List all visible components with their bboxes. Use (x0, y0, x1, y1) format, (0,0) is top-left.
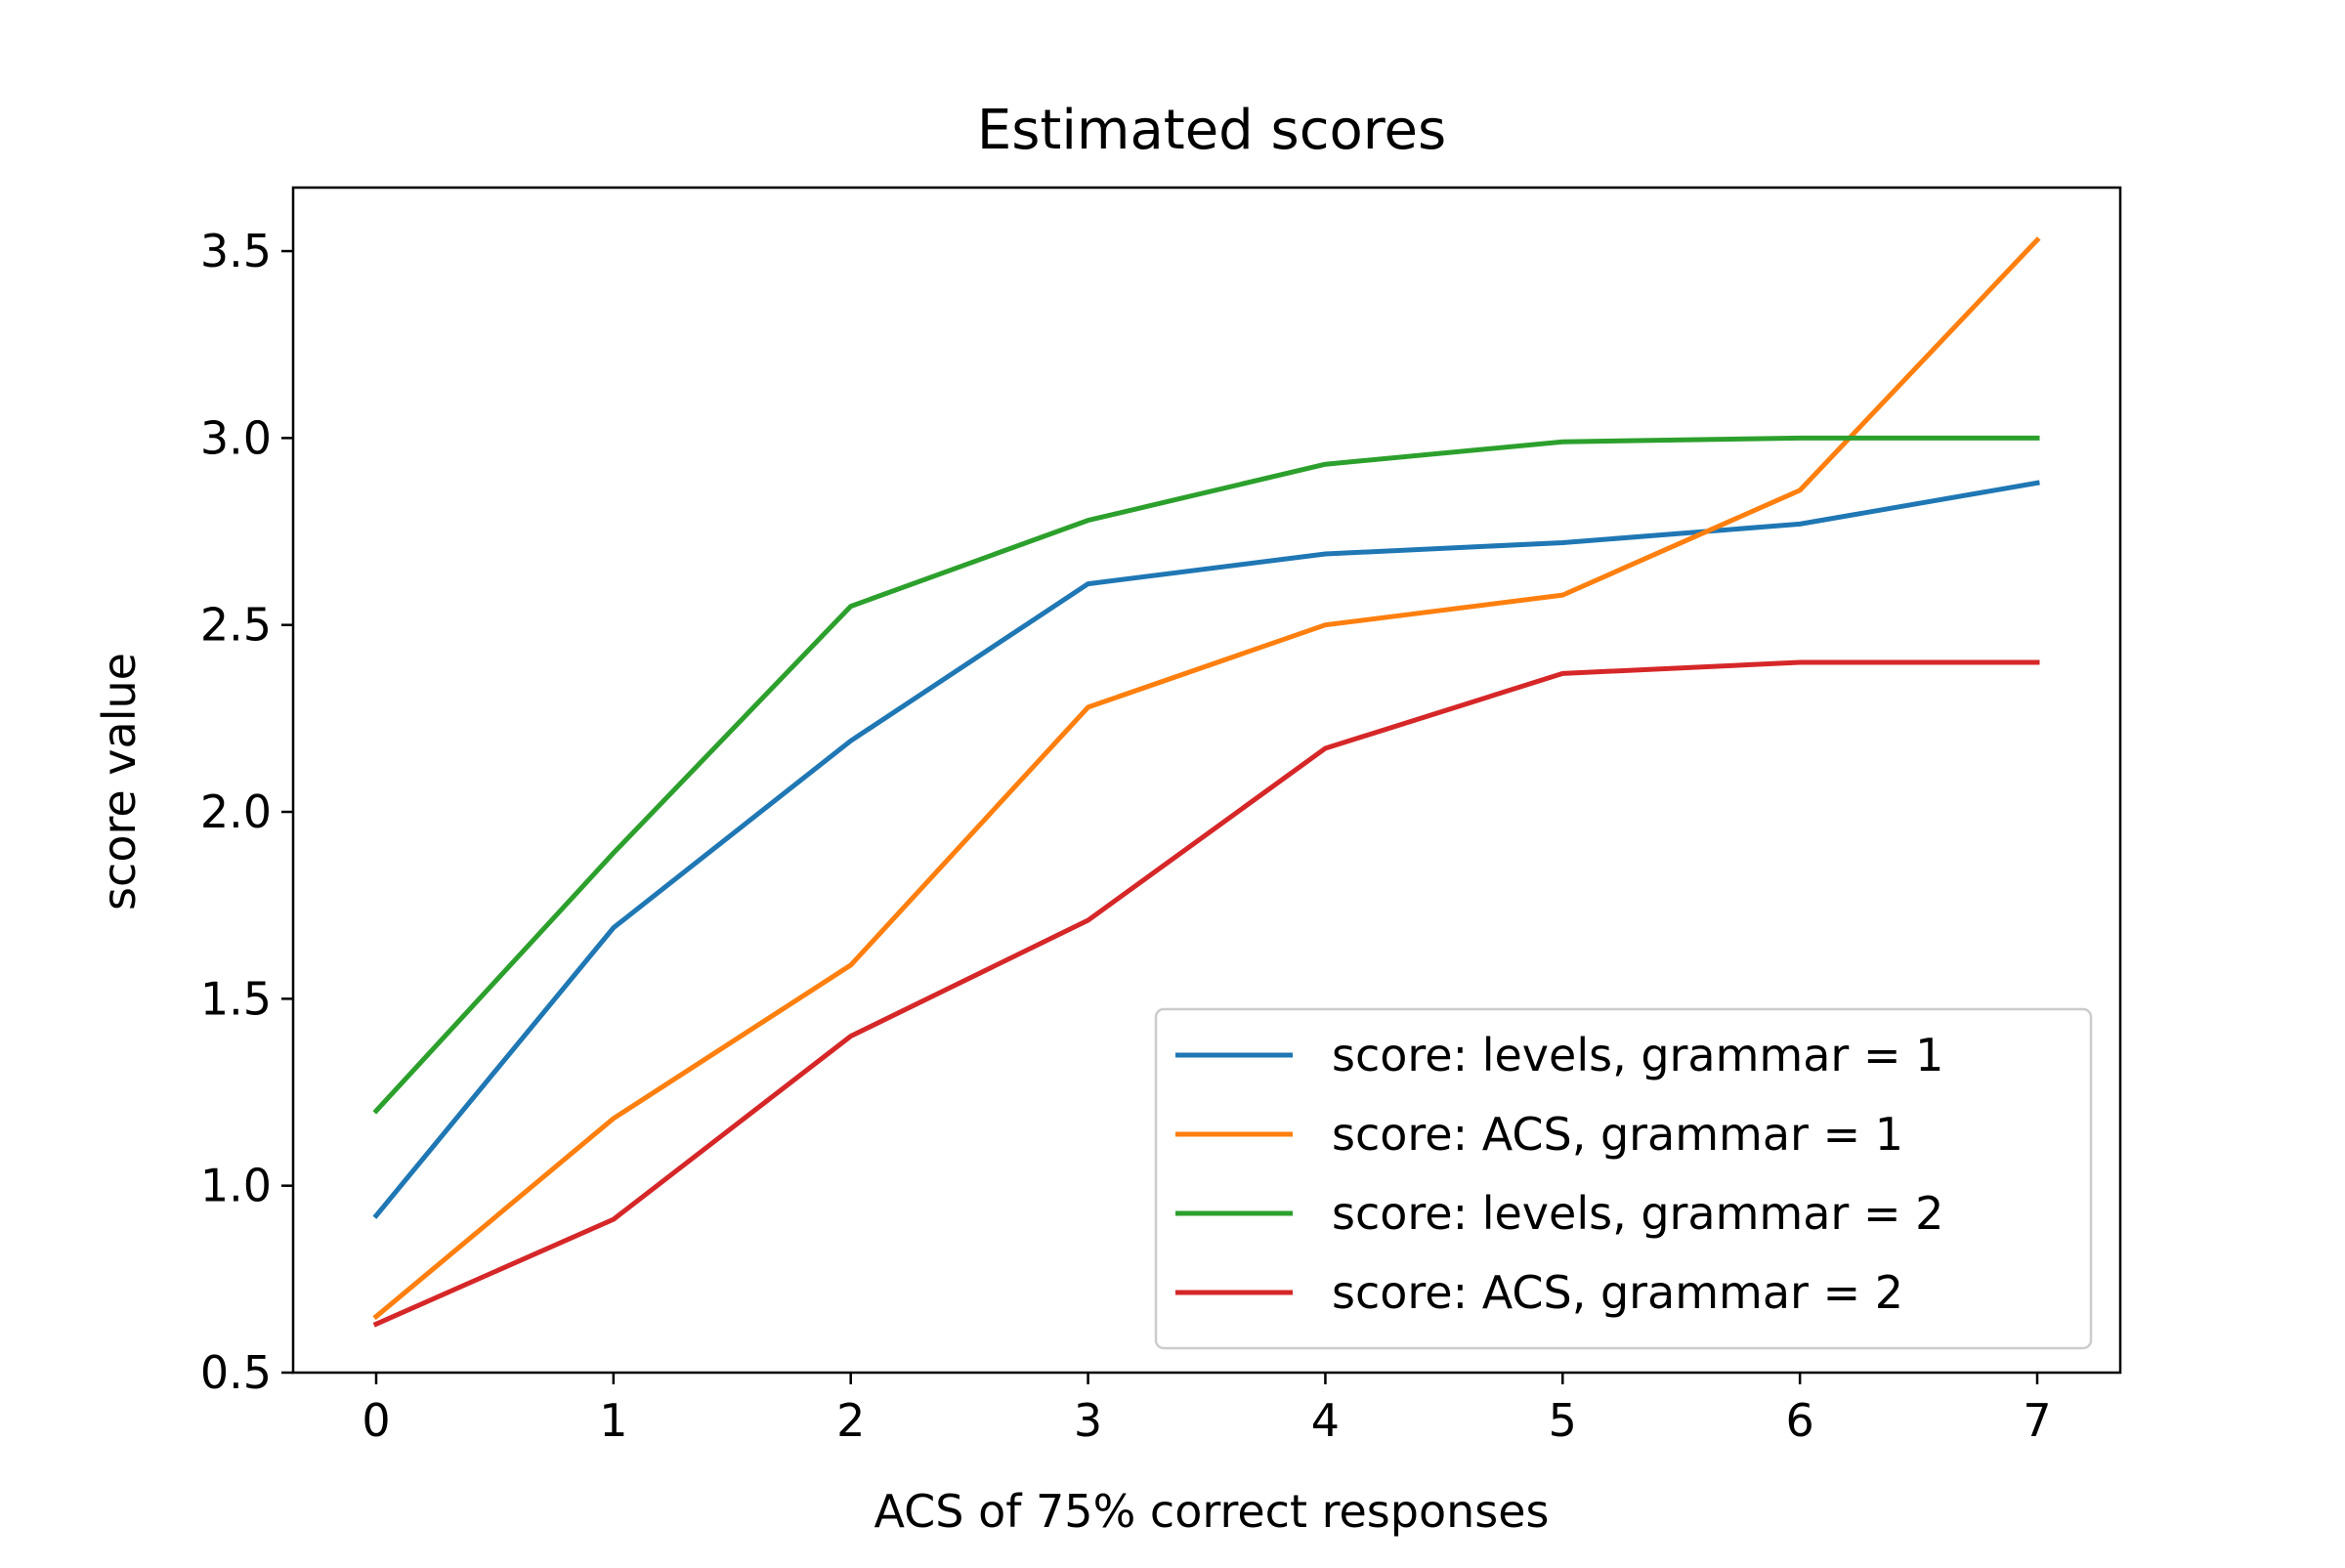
series-line-4 (372, 659, 2040, 1328)
legend-box (1154, 1007, 2093, 1350)
x-tick-label: 3 (1074, 1394, 1102, 1447)
legend: score: levels, grammar = 1 score: ACS, gr… (1154, 1007, 2093, 1350)
y-tick-label: 3.5 (200, 225, 272, 277)
x-tick-label: 4 (1311, 1394, 1340, 1447)
series-line-1 (372, 480, 2040, 1219)
x-tick-label: 6 (1786, 1394, 1814, 1447)
x-tick-label: 2 (836, 1394, 865, 1447)
legend-label: score: ACS, grammar = 2 (1332, 1266, 1903, 1319)
x-tick-label: 5 (1549, 1394, 1577, 1447)
y-tick-label: 0.5 (200, 1346, 272, 1399)
chart-title: Estimated scores (977, 99, 1446, 162)
y-tick-label: 2.5 (200, 599, 272, 652)
plot-area: 0 1 2 3 4 5 6 7 0.5 1.0 1.5 2.0 2.5 3.0 3.5 (200, 186, 2122, 1447)
y-tick-label: 2.0 (200, 785, 272, 838)
y-axis-label: score value (93, 653, 146, 911)
series-line-3 (372, 435, 2040, 1115)
legend-label: score: ACS, grammar = 1 (1332, 1108, 1903, 1161)
y-tick-label: 3.0 (200, 411, 272, 464)
x-tick-label: 7 (2023, 1394, 2051, 1447)
x-tick-label: 1 (599, 1394, 627, 1447)
y-tick-label: 1.0 (200, 1160, 272, 1212)
legend-label: score: levels, grammar = 2 (1332, 1187, 1943, 1240)
x-axis-label: ACS of 75% correct responses (874, 1485, 1549, 1538)
x-tick-label: 0 (362, 1394, 390, 1447)
axes-frame (291, 186, 2122, 1375)
series-line-2 (372, 236, 2041, 1321)
legend-label: score: levels, grammar = 1 (1332, 1029, 1943, 1081)
y-tick-label: 1.5 (200, 972, 272, 1025)
